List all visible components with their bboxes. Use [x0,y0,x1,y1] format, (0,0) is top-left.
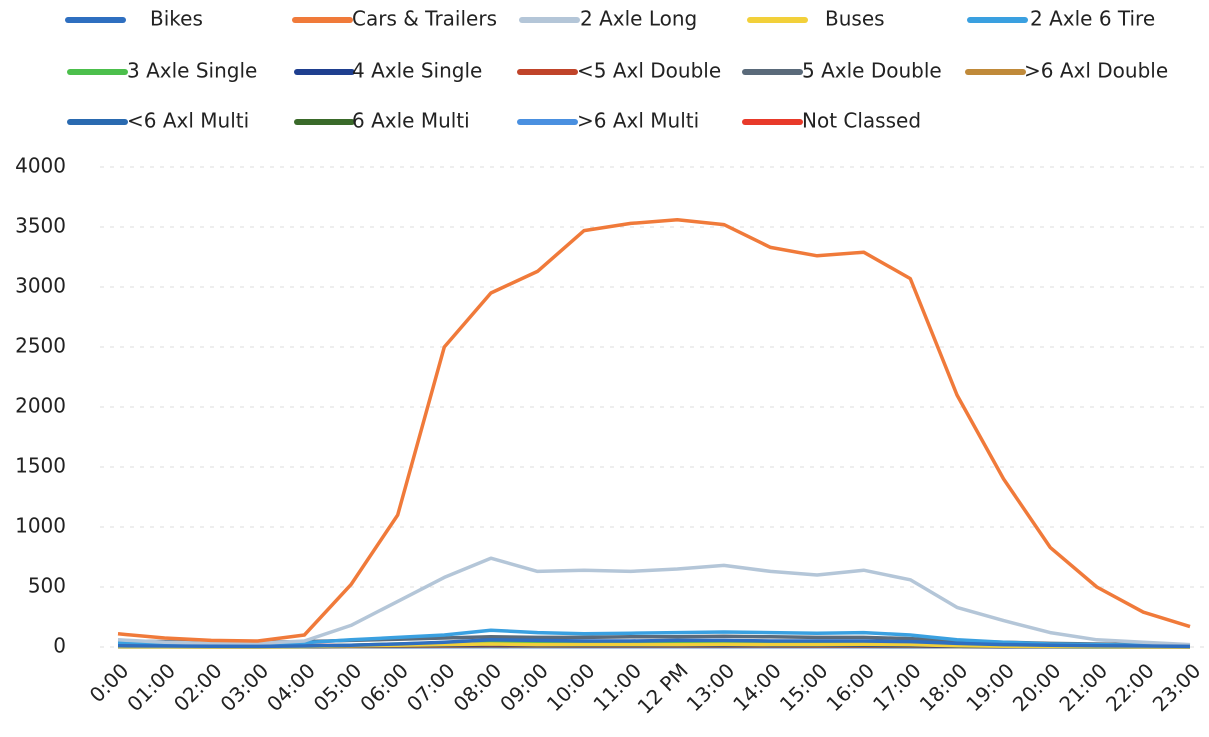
series-line [117,638,1191,649]
legend-label: 3 Axle Single [127,59,257,83]
x-tick-label: 14:00 [728,658,786,716]
x-tick-label: 23:00 [1148,658,1206,716]
x-tick-label: 19:00 [961,658,1019,716]
x-tick-label: 03:00 [216,658,274,716]
x-tick-label: 15:00 [775,658,833,716]
y-tick-label: 2000 [15,394,66,418]
legend-label: <6 Axl Multi [127,109,249,133]
x-tick-label: 16:00 [821,658,879,716]
x-tick-label: 04:00 [262,658,320,716]
y-tick-label: 0 [53,634,66,658]
legend-label: 4 Axle Single [352,59,482,83]
legend-label: 2 Axle Long [580,7,697,31]
x-tick-label: 21:00 [1054,658,1112,716]
y-tick-label: 2500 [15,334,66,358]
series-line [117,556,1191,647]
legend-label: Bikes [150,7,203,31]
legend-label: Cars & Trailers [352,7,497,31]
y-tick-label: 1500 [15,454,66,478]
x-tick-label: 07:00 [402,658,460,716]
x-tick-label: 06:00 [355,658,413,716]
legend-label: <5 Axl Double [577,59,721,83]
x-tick-label: 01:00 [122,658,180,716]
legend-label: >6 Axl Multi [577,109,699,133]
x-tick-label: 20:00 [1008,658,1066,716]
x-tick-label: 18:00 [915,658,973,716]
legend-label: 2 Axle 6 Tire [1030,7,1155,31]
legend-label: >6 Axl Double [1024,59,1168,83]
legend-label: Not Classed [802,109,921,133]
x-tick-label: 10:00 [542,658,600,716]
y-tick-label: 3000 [15,274,66,298]
x-tick-label: 12 PM [633,658,693,718]
y-tick-label: 500 [28,574,66,598]
y-tick-label: 1000 [15,514,66,538]
x-tick-label: 22:00 [1101,658,1159,716]
legend-label: 6 Axle Multi [352,109,470,133]
x-tick-label: 08:00 [449,658,507,716]
legend-label: Buses [825,7,885,31]
x-tick-label: 05:00 [309,658,367,716]
legend-label: 5 Axle Double [802,59,942,83]
x-tick-label: 09:00 [495,658,553,716]
x-tick-label: 02:00 [169,658,227,716]
x-tick-label: 13:00 [682,658,740,716]
series-line [117,218,1191,643]
y-tick-label: 3500 [15,214,66,238]
x-tick-label: 17:00 [868,658,926,716]
y-tick-label: 4000 [15,154,66,178]
